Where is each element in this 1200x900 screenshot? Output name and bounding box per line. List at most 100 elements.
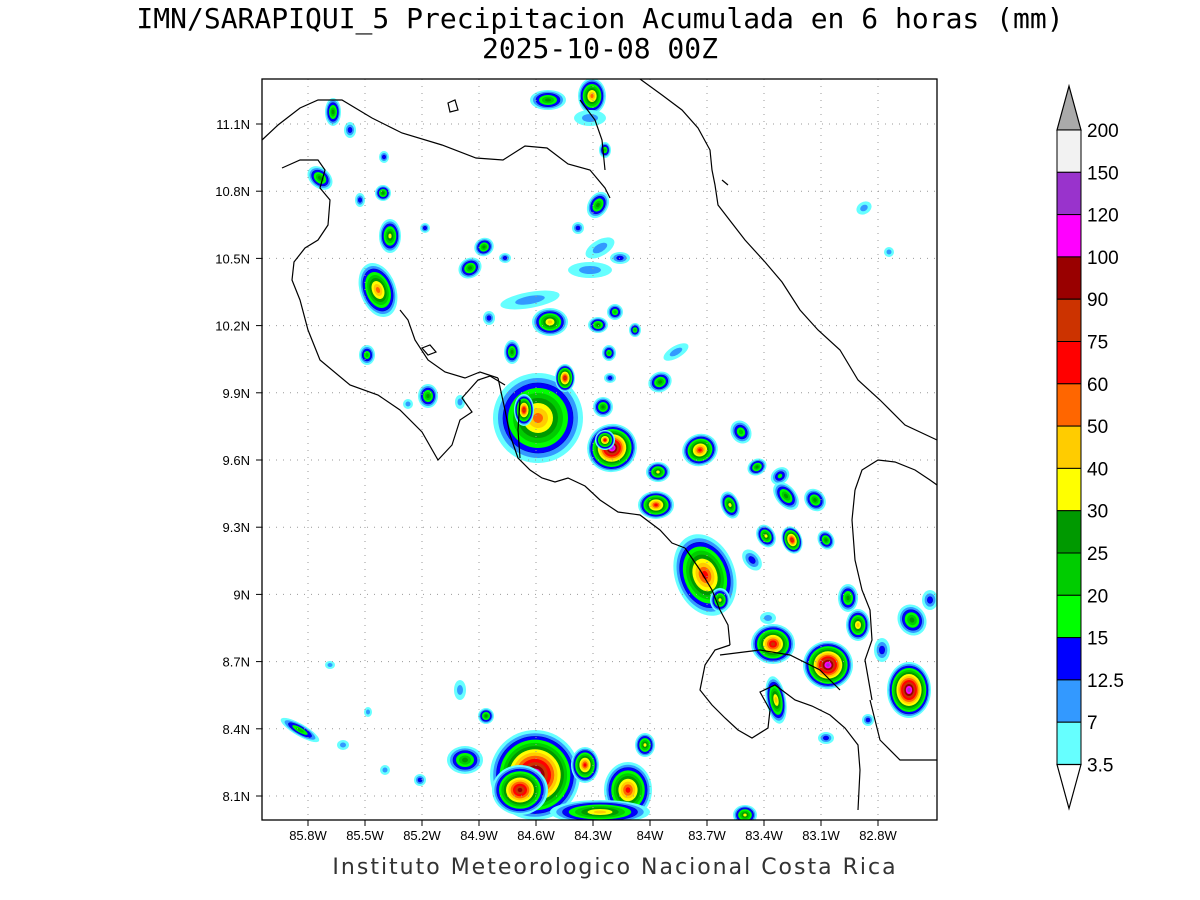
colorbar-segment <box>1056 129 1082 173</box>
precip-contour <box>547 320 553 324</box>
colorbar-label: 90 <box>1087 290 1108 311</box>
lat-tick-label: 10.5N <box>215 251 250 266</box>
precip-contour <box>468 266 472 270</box>
precip-contour <box>347 127 353 133</box>
lon-tick-label: 83.4W <box>745 828 783 843</box>
precip-contour <box>327 663 333 667</box>
precip-contour <box>748 556 756 564</box>
precip-contour <box>764 615 772 621</box>
colorbar-segment <box>1056 425 1082 469</box>
lon-tick-label: 85.5W <box>346 828 384 843</box>
precip-contour <box>502 256 508 260</box>
precip-contour <box>656 470 660 474</box>
precip-contour <box>886 249 892 255</box>
colorbar-label: 40 <box>1087 459 1108 480</box>
precip-contour <box>579 266 601 274</box>
precip-contour <box>515 295 545 305</box>
lon-tick-label: 82.8W <box>859 828 897 843</box>
precip-contour <box>774 697 778 703</box>
colorbar-bottom-arrow <box>1056 763 1082 811</box>
precip-contour <box>909 617 915 623</box>
precip-contour <box>592 242 608 254</box>
lon-tick-label: 83.1W <box>802 828 840 843</box>
precip-contour <box>603 148 607 152</box>
precip-contour <box>317 176 323 180</box>
precip-contour <box>607 351 611 355</box>
precip-contour <box>698 448 702 452</box>
map-subtitle-date: 2025-10-08 00Z <box>481 32 718 65</box>
precip-contour <box>417 777 423 783</box>
precip-contour <box>484 714 488 718</box>
precip-contour <box>633 328 637 332</box>
precip-contour <box>625 787 631 793</box>
precip-contour <box>643 743 647 747</box>
lat-tick-label: 8.7N <box>223 655 250 670</box>
precip-contour <box>879 645 885 655</box>
colorbar-label: 75 <box>1087 333 1108 354</box>
colorbar-label: 30 <box>1087 502 1108 523</box>
colorbar-label: 100 <box>1087 248 1119 269</box>
precip-contour <box>743 813 747 817</box>
precip-contour <box>826 663 830 667</box>
precip-contour <box>563 376 567 380</box>
precip-contour <box>331 109 335 115</box>
precip-contour <box>669 347 683 357</box>
precip-contour <box>423 226 427 230</box>
colorbar-label: 120 <box>1087 206 1119 227</box>
colorbar-segment <box>1056 721 1082 766</box>
precip-contour <box>575 225 581 231</box>
colorbar-segment <box>1056 383 1082 427</box>
precip-contour <box>771 642 775 646</box>
precip-contour <box>545 98 551 102</box>
precip-contour <box>583 763 587 767</box>
longitude-axis: 85.8W 85.5W 85.2W 84.9W 84.6W 84.3W 84W 83.7W 83… <box>289 820 898 843</box>
colorbar-label: 7 <box>1087 713 1098 734</box>
precip-contour <box>718 598 722 602</box>
colorbar-segment <box>1056 171 1082 216</box>
colorbar-label: 200 <box>1087 121 1119 142</box>
lon-tick-label: 84.3W <box>574 828 612 843</box>
colorbar-label: 150 <box>1087 163 1119 184</box>
precip-contour <box>375 286 381 294</box>
precip-contour <box>366 709 370 715</box>
precip-contour <box>790 538 794 542</box>
colorbar-segment <box>1056 679 1082 723</box>
precip-contour <box>728 503 732 507</box>
precip-contour <box>517 787 523 793</box>
colorbar-legend: 3.5 7 12.5 15 20 25 30 40 50 60 75 90 100 120 150 200 <box>1056 83 1124 811</box>
lon-tick-label: 84.9W <box>460 828 498 843</box>
colorbar-label: 20 <box>1087 586 1108 607</box>
colorbar-segment <box>1056 341 1082 385</box>
lat-tick-label: 9N <box>233 587 250 602</box>
precip-contour <box>823 735 829 741</box>
colorbar-segment <box>1056 594 1082 639</box>
colorbar-label: 60 <box>1087 375 1108 396</box>
precip-contour <box>358 197 362 203</box>
footer-credit: Instituto Meteorologico Nacional Costa R… <box>332 855 898 880</box>
precip-contour <box>607 376 613 380</box>
precip-contour <box>927 596 933 604</box>
precip-contour <box>405 401 411 407</box>
colorbar-label: 3.5 <box>1087 756 1113 777</box>
precip-contour <box>340 742 346 748</box>
precip-contour <box>813 498 817 502</box>
precip-contour <box>296 727 304 733</box>
precip-contour <box>482 245 486 249</box>
lat-tick-label: 11.1N <box>216 117 250 132</box>
colorbar-segment <box>1056 298 1082 343</box>
precip-contour <box>764 534 768 538</box>
precip-contour <box>654 503 658 507</box>
lon-tick-label: 85.2W <box>403 828 441 843</box>
lon-tick-label: 85.8W <box>289 828 327 843</box>
colorbar-segment <box>1056 467 1082 512</box>
lat-tick-label: 8.1N <box>223 789 250 804</box>
lat-tick-label: 8.4N <box>223 722 250 737</box>
colorbar-top-arrow <box>1056 83 1082 131</box>
lat-tick-label: 10.8N <box>215 184 250 199</box>
precip-contour <box>755 465 759 469</box>
precip-contour <box>462 757 468 763</box>
precip-contour <box>388 233 392 239</box>
colorbar-label: 50 <box>1087 417 1108 438</box>
precip-contour <box>777 473 783 479</box>
